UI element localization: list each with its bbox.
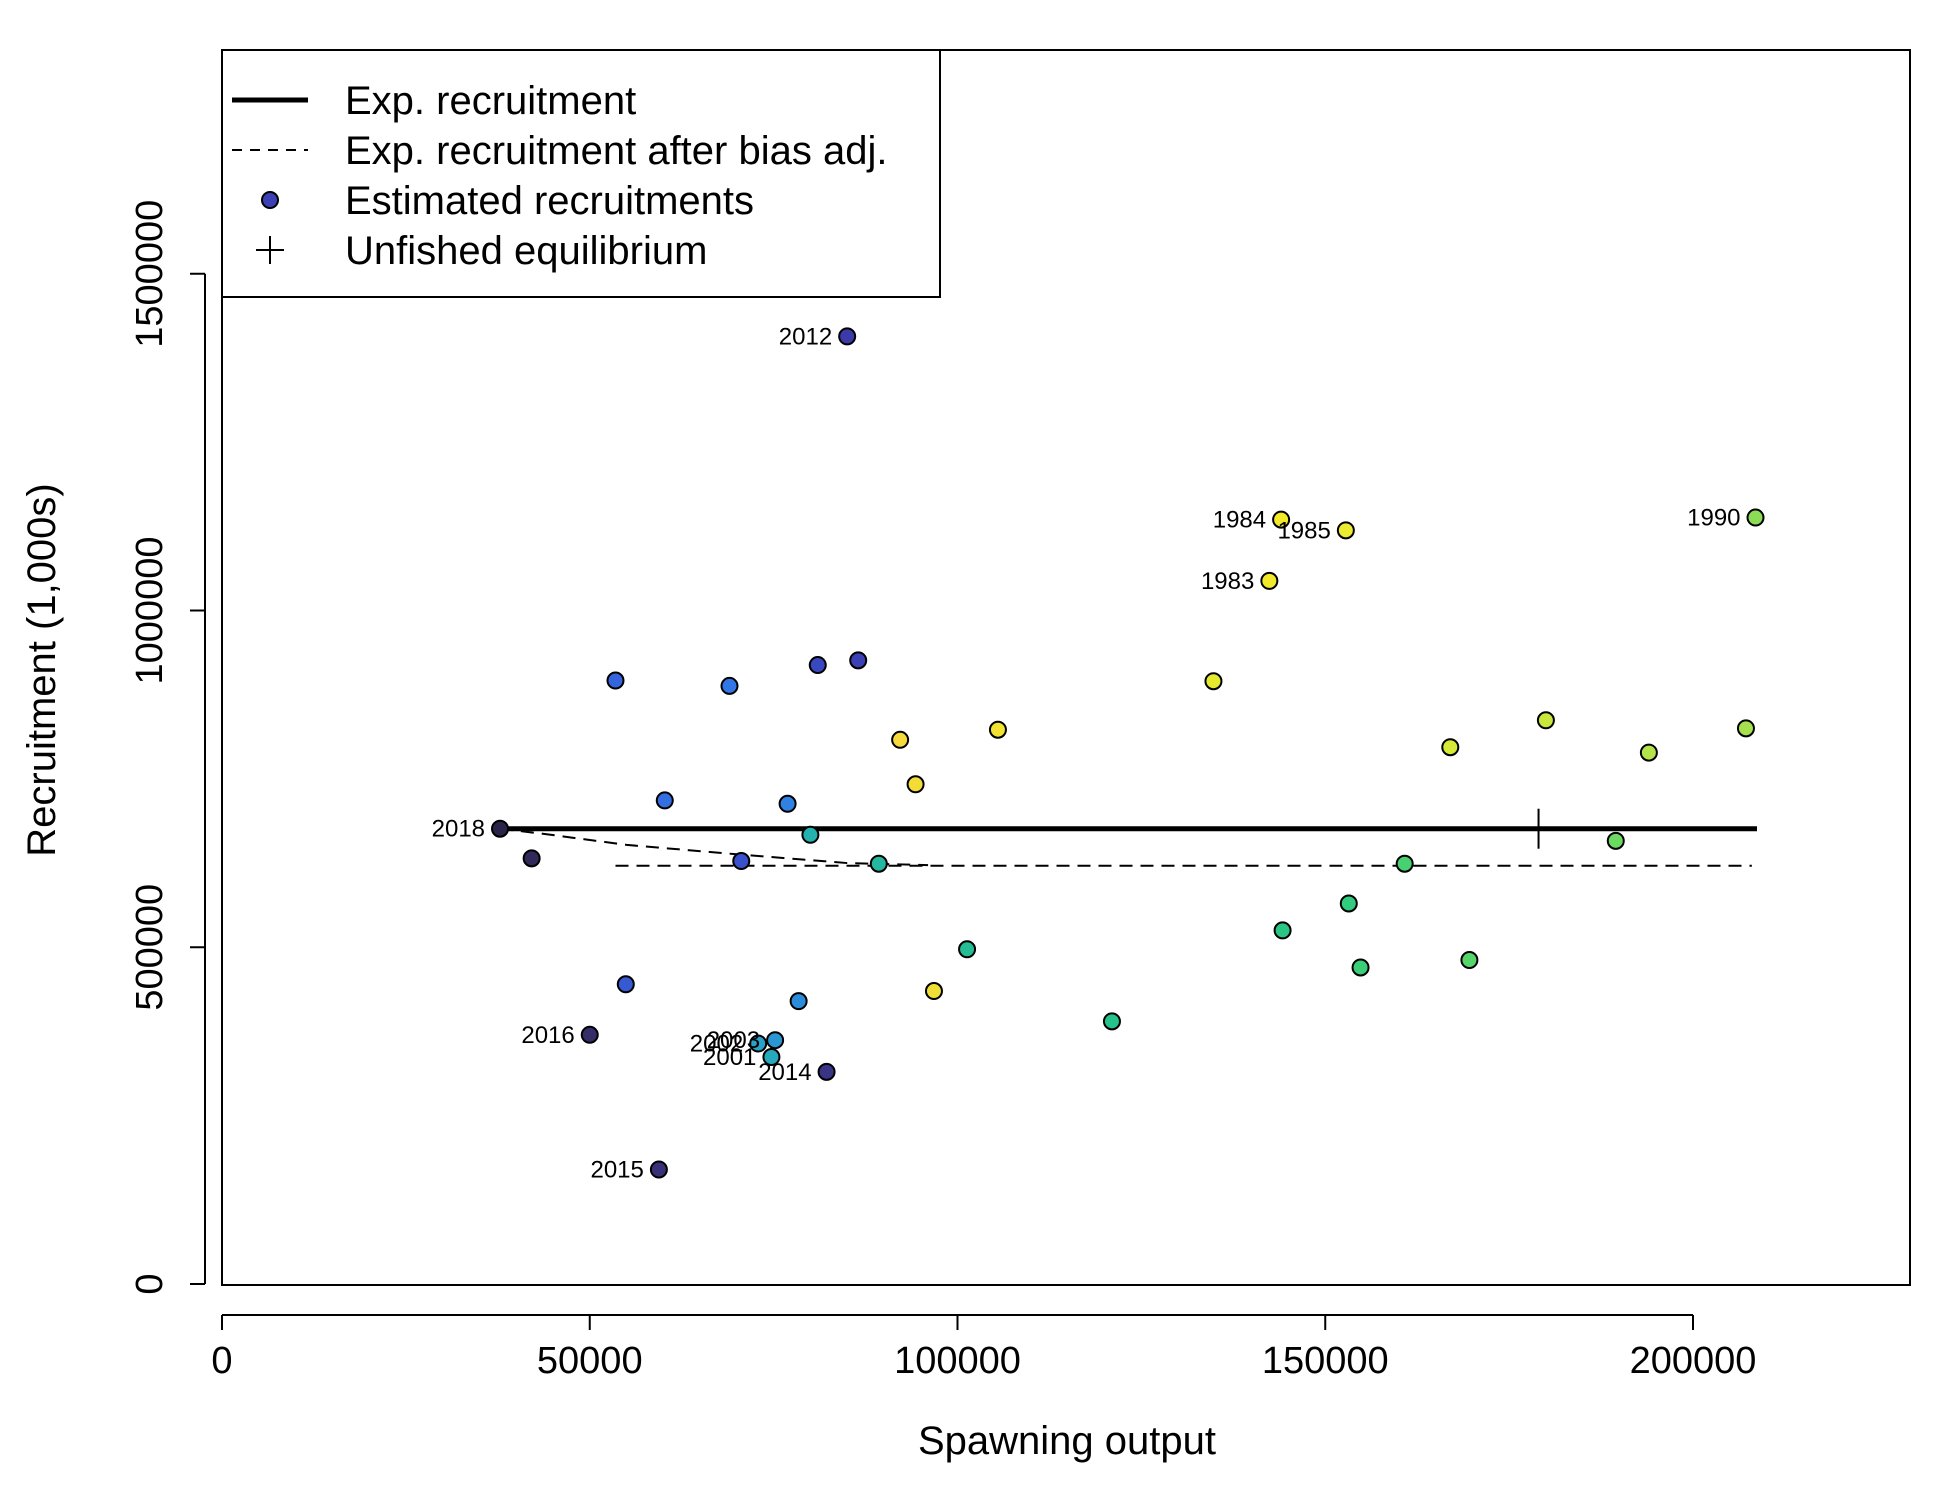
recruitment-point: [1273, 921, 1292, 940]
recruitment-point: [958, 940, 977, 959]
recruitment-point: [924, 982, 943, 1001]
legend-label: Exp. recruitment: [345, 79, 636, 123]
recruitment-point: [891, 730, 910, 749]
point-year-label: 1983: [1201, 568, 1254, 595]
recruitment-point: [580, 1025, 599, 1044]
axes: 0 50000 100000 150000 200000 0 500000 1000000 15…: [129, 49, 1911, 1382]
point-year-label: 1985: [1277, 517, 1330, 544]
recruitment-point: [1351, 958, 1370, 977]
recruitment-point: [1260, 571, 1279, 590]
recruitment-point: [1639, 743, 1658, 762]
recruitment-point: [1102, 1012, 1121, 1031]
recruitment-point: [1204, 672, 1223, 691]
point-year-label: 1990: [1687, 505, 1740, 532]
recruitment-point: [1746, 508, 1765, 527]
recruitment-point: [1395, 854, 1414, 873]
legend-circle-icon: [261, 191, 279, 209]
recruitment-point: [1606, 831, 1625, 850]
y-tick-label: 500000: [129, 884, 171, 1011]
recruitment-point: [1536, 711, 1555, 730]
y-tick-label: 0: [129, 1273, 171, 1294]
recruitment-point: [749, 1034, 768, 1053]
point-year-label: 2003: [707, 1027, 760, 1054]
point-year-label: 2015: [590, 1157, 643, 1184]
recruitment-point: [720, 676, 739, 695]
recruitment-point: [1460, 951, 1479, 970]
recruitment-point: [906, 775, 925, 794]
point-year-label: 2001: [703, 1044, 756, 1071]
recruitment-point: [817, 1062, 836, 1081]
recruitment-point: [766, 1031, 785, 1050]
recruitment-point: [655, 791, 674, 810]
recruitment-point: [606, 671, 625, 690]
y-tick-label: 1000000: [129, 537, 171, 685]
recruitment-point: [838, 327, 857, 346]
recruitment-point: [522, 849, 541, 868]
recruitment-point: [762, 1048, 781, 1067]
recruitment-point: [616, 975, 635, 994]
recruitment-point: [801, 825, 820, 844]
x-tick-label: 200000: [1630, 1340, 1757, 1382]
recruitment-point: [1272, 510, 1291, 529]
legend-box: [221, 49, 941, 298]
legend-label: Exp. recruitment after bias adj.: [345, 129, 887, 173]
recruitment-point: [1336, 521, 1355, 540]
point-year-label: 2012: [779, 323, 832, 350]
recruitment-point: [789, 992, 808, 1011]
recruitment-point: [1339, 894, 1358, 913]
y-tick-label: 1500000: [129, 200, 171, 348]
recruitment-point: [1441, 738, 1460, 757]
legend-label: Estimated recruitments: [345, 179, 754, 223]
point-year-label: 1984: [1213, 507, 1266, 534]
x-tick-label: 100000: [894, 1340, 1021, 1382]
point-year-label: 2002: [690, 1031, 743, 1058]
bias-adjusted-curve: [499, 827, 929, 867]
recruitment-point: [649, 1160, 668, 1179]
y-axis-title: Recruitment (1,000s): [20, 483, 64, 856]
recruitment-point: [732, 852, 751, 871]
plot-frame: [221, 49, 1911, 1286]
point-year-label: 2014: [758, 1059, 811, 1086]
recruitment-point: [849, 651, 868, 670]
recruitment-point: [808, 656, 827, 675]
x-tick-label: 150000: [1262, 1340, 1389, 1382]
x-tick-label: 0: [211, 1340, 232, 1382]
x-tick-label: 50000: [537, 1340, 643, 1382]
x-axis-title: Spawning output: [918, 1419, 1216, 1463]
recruitment-point: [988, 720, 1007, 739]
recruitment-point: [491, 819, 510, 838]
point-year-label: 2018: [432, 816, 485, 843]
point-year-label: 2016: [521, 1022, 574, 1049]
recruitment-point: [1736, 719, 1755, 738]
legend-label: Unfished equilibrium: [345, 229, 707, 273]
recruitment-point: [778, 794, 797, 813]
data-points: [491, 327, 1765, 1179]
fit-lines: [499, 808, 1757, 867]
legend: Exp. recruitment Exp. recruitment after b…: [221, 49, 941, 298]
recruitment-point: [869, 854, 888, 873]
